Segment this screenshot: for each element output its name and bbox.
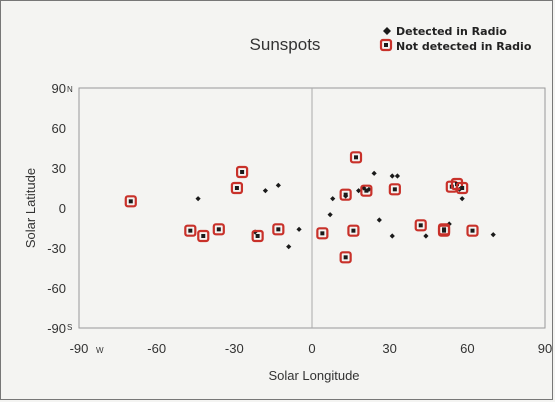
not-detected-point [349, 151, 363, 164]
x-tick-label: 90 [538, 341, 552, 356]
not-detected-point [456, 181, 469, 195]
detected-point [286, 244, 292, 250]
not-detected-point [212, 223, 225, 236]
legend-marker-detected [383, 27, 391, 35]
detected-point [275, 182, 281, 188]
detected-point [389, 173, 395, 179]
chart-title: Sunspots [250, 35, 321, 54]
detected-point [423, 233, 429, 239]
y-tick-label: -30 [47, 241, 66, 256]
x-tick-label: 60 [460, 341, 474, 356]
detected-point [296, 226, 302, 232]
y-axis-title: Solar Latitude [23, 168, 38, 248]
x-axis-title: Solar Longitude [268, 368, 359, 383]
detected-point [356, 188, 362, 194]
y-tick-label: -90 [47, 321, 66, 336]
y-tick-label: 30 [52, 161, 66, 176]
detected-point [330, 196, 336, 202]
y-tick-label: 90 [52, 81, 66, 96]
plot-area [78, 87, 546, 329]
detected-point [366, 186, 372, 192]
data-points [124, 151, 496, 264]
not-detected-point [184, 224, 197, 237]
detected-point [376, 217, 382, 223]
not-detected-point [230, 181, 244, 195]
detected-point [195, 196, 201, 202]
not-detected-point [466, 224, 479, 237]
detected-point [490, 232, 496, 238]
x-tick-label: 0 [308, 341, 315, 356]
not-detected-point [388, 183, 401, 196]
x-tick-label: -30 [225, 341, 244, 356]
not-detected-point [197, 229, 210, 243]
y-tick-label: 0 [59, 201, 66, 216]
x-tick-label: -60 [147, 341, 166, 356]
legend: Detected in Radio Not detected in Radio [379, 25, 532, 53]
detected-point [262, 188, 268, 194]
y-tick-label: -60 [47, 281, 66, 296]
not-detected-point [251, 229, 264, 243]
not-detected-point [272, 223, 285, 236]
not-detected-point [347, 224, 360, 237]
not-detected-point [339, 188, 352, 201]
detected-point [371, 170, 377, 176]
not-detected-point [316, 227, 329, 240]
x-tick-label: -90 [70, 341, 89, 356]
not-detected-point [236, 165, 249, 179]
legend-label-not-detected: Not detected in Radio [396, 40, 532, 53]
detected-point [327, 212, 333, 218]
not-detected-point [360, 184, 373, 197]
x-axis-ticks: -90 -60 -30 0 30 60 90 [70, 341, 553, 356]
detected-point [394, 173, 401, 179]
legend-label-detected: Detected in Radio [396, 25, 507, 38]
y-max-unit: N [67, 85, 73, 94]
not-detected-point [124, 195, 137, 208]
detected-point [459, 196, 465, 202]
x-tick-label: 30 [382, 341, 396, 356]
y-axis-ticks: 90 60 30 0 -30 -60 -90 [47, 81, 66, 336]
not-detected-point [437, 223, 451, 236]
not-detected-point [414, 219, 427, 232]
detected-point [389, 233, 395, 239]
x-min-unit: W [96, 346, 104, 355]
legend-marker-not-detected [379, 38, 393, 52]
y-min-unit: S [67, 323, 72, 332]
y-tick-label: 60 [52, 121, 66, 136]
not-detected-point [339, 251, 352, 264]
